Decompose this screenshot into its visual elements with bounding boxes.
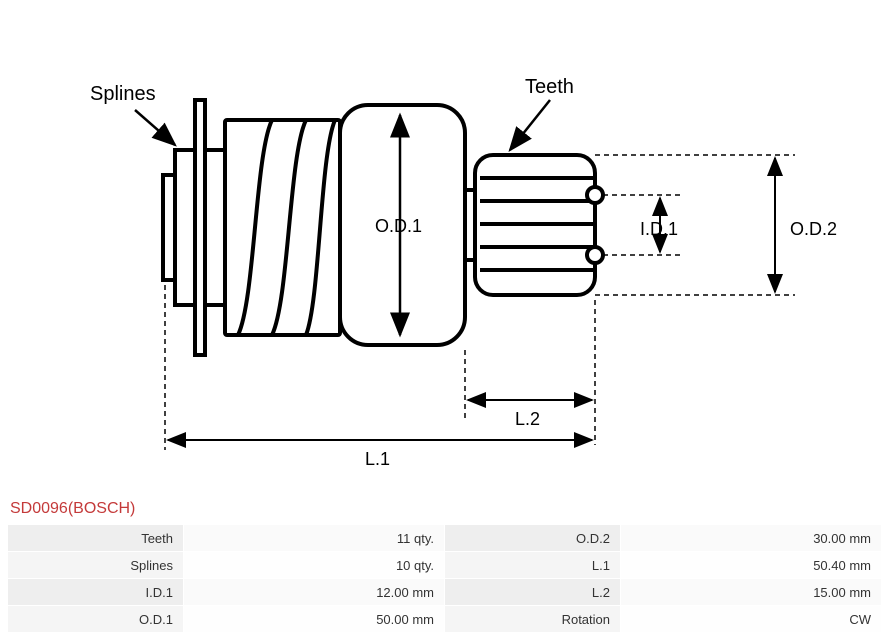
label-l2: L.2 xyxy=(515,409,540,429)
part-title: SD0096(BOSCH) xyxy=(10,500,135,518)
spec-value: CW xyxy=(621,606,881,632)
label-teeth: Teeth xyxy=(525,76,574,98)
spec-value: 11 qty. xyxy=(184,525,444,551)
spec-label: I.D.1 xyxy=(8,579,183,605)
spec-label: L.2 xyxy=(445,579,620,605)
spec-table: Teeth11 qty.O.D.230.00 mmSplines10 qty.L… xyxy=(7,524,882,633)
label-od1: O.D.1 xyxy=(375,216,422,236)
spec-label: L.1 xyxy=(445,552,620,578)
spec-row: I.D.112.00 mmL.215.00 mm xyxy=(8,579,881,605)
spec-row: O.D.150.00 mmRotationCW xyxy=(8,606,881,632)
spec-label: Splines xyxy=(8,552,183,578)
part-title-text: SD0096(BOSCH) xyxy=(10,500,135,517)
spec-value: 10 qty. xyxy=(184,552,444,578)
label-od2: O.D.2 xyxy=(790,219,837,239)
label-l1: L.1 xyxy=(365,449,390,469)
technical-diagram: Splines Teeth xyxy=(0,0,889,495)
label-splines: Splines xyxy=(90,83,156,105)
spec-value: 15.00 mm xyxy=(621,579,881,605)
spec-value: 50.00 mm xyxy=(184,606,444,632)
spec-label: O.D.2 xyxy=(445,525,620,551)
spec-value: 12.00 mm xyxy=(184,579,444,605)
label-id1: I.D.1 xyxy=(640,219,678,239)
spec-value: 30.00 mm xyxy=(621,525,881,551)
spec-label: Teeth xyxy=(8,525,183,551)
spec-row: Splines10 qty.L.150.40 mm xyxy=(8,552,881,578)
spec-label: O.D.1 xyxy=(8,606,183,632)
spec-value: 50.40 mm xyxy=(621,552,881,578)
spec-row: Teeth11 qty.O.D.230.00 mm xyxy=(8,525,881,551)
spec-label: Rotation xyxy=(445,606,620,632)
